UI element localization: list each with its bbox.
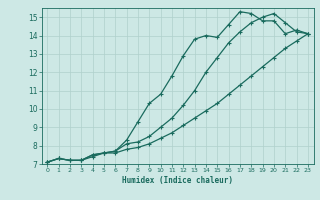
X-axis label: Humidex (Indice chaleur): Humidex (Indice chaleur) xyxy=(122,176,233,185)
